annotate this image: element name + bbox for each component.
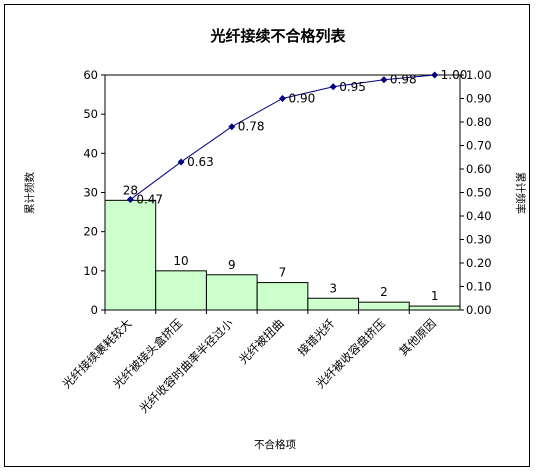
cumulative-point: [279, 95, 286, 102]
y-tick-label: 60: [83, 68, 98, 82]
bar: [358, 301, 410, 311]
bar: [256, 282, 309, 311]
line-data-label: 0.78: [238, 120, 265, 134]
bar: [307, 297, 360, 311]
bar-data-label: 10: [173, 254, 188, 268]
y-tick-label: 30: [83, 186, 98, 200]
line-data-label: 0.47: [136, 193, 163, 207]
y-tick-label: 0: [91, 303, 98, 317]
x-category-label: 光纤被扭曲: [236, 316, 287, 367]
line-data-label: 1.00: [441, 68, 468, 82]
bar-data-label: 7: [279, 266, 287, 280]
y2-tick-label: 0.90: [466, 92, 492, 106]
bar-data-label: 9: [228, 258, 236, 272]
bar: [155, 270, 207, 311]
x-category-label: 接错光纤: [295, 316, 338, 359]
bar-data-label: 2: [380, 285, 388, 299]
x-category-label: 光纤收容时曲率半径过小: [137, 316, 237, 416]
pareto-chart: 光纤接续不合格列表 28 10 9 7 3 2 1 0.47 0.63 0.78 0.90 0.95…: [23, 27, 527, 451]
y2-tick-label: 0.50: [466, 186, 492, 200]
cumulative-point: [329, 83, 337, 91]
cumulative-point: [380, 76, 388, 84]
line-data-label: 0.98: [390, 73, 417, 87]
cumulative-point: [228, 123, 236, 131]
line-data-label: 0.63: [187, 155, 214, 169]
y2-tick-label: 0.10: [466, 280, 492, 294]
y2-tick-label: 0.80: [466, 115, 492, 129]
bar-data-label: 1: [431, 289, 439, 303]
bar: [205, 274, 258, 311]
y2-tick-label: 0.70: [466, 139, 492, 153]
bar: [104, 199, 157, 311]
y2-tick-label: 0.40: [466, 209, 492, 223]
line-data-label: 0.90: [289, 92, 316, 106]
y-tick-label: 20: [83, 225, 98, 239]
y2-tick-label: 0.20: [466, 256, 492, 270]
y-tick-label: 10: [83, 264, 98, 278]
cumulative-line: [130, 74, 435, 200]
y2-tick-label: 0.30: [466, 233, 492, 247]
line-data-label: 0.95: [339, 80, 366, 94]
cumulative-point: [431, 71, 439, 79]
bar-data-label: 3: [329, 281, 337, 295]
y-tick-label: 40: [83, 146, 98, 160]
bar-data-label: 28: [123, 183, 138, 197]
y2-tick-label: 0.60: [466, 162, 492, 176]
cumulative-point: [177, 158, 185, 166]
cumulative-point: [126, 196, 134, 204]
y2-tick-label: 1.00: [466, 68, 492, 82]
y-tick-label: 50: [83, 107, 98, 121]
x-category-label: 其他原因: [396, 316, 438, 358]
chart-title: 光纤接续不合格列表: [209, 27, 346, 45]
y2-tick-label: 0.00: [466, 303, 492, 317]
chart-frame: 光纤接续不合格列表 28 10 9 7 3 2 1 0.47 0.63 0.78 0.90 0.95…: [4, 4, 530, 467]
x-axis-label: 不合格项: [254, 438, 296, 451]
y-axis-label: 累计频数: [23, 172, 36, 214]
y2-axis-label: 累计频率: [514, 172, 527, 214]
bar: [408, 305, 461, 311]
